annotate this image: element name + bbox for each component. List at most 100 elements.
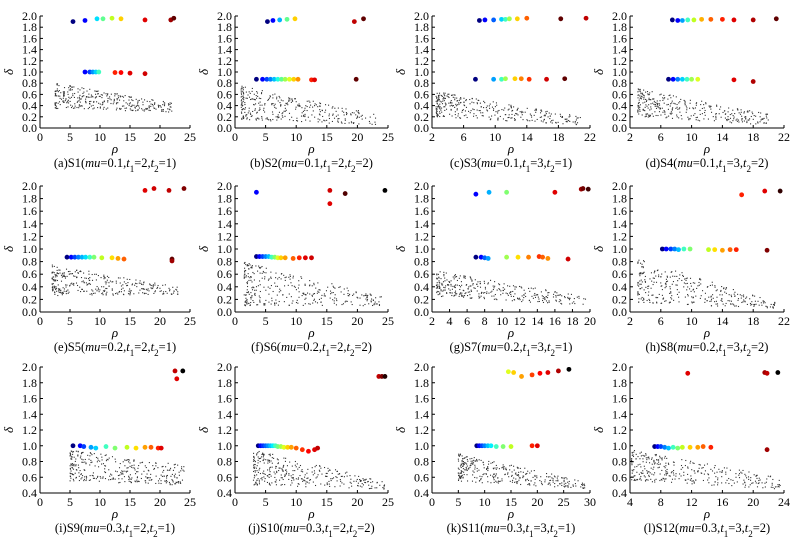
data-point [256, 111, 258, 113]
data-point [154, 291, 156, 293]
data-point [464, 275, 466, 277]
data-point [762, 302, 765, 304]
data-point [714, 301, 716, 303]
data-point [692, 282, 694, 284]
data-point [696, 102, 698, 104]
data-point [527, 120, 529, 122]
data-point [633, 451, 635, 453]
data-point [475, 98, 477, 100]
data-point [435, 287, 438, 289]
caption-part: (j)S10( [248, 521, 283, 535]
data-point [260, 97, 262, 100]
cluster-center-point [118, 70, 124, 75]
data-point [99, 460, 101, 462]
data-point [295, 478, 297, 480]
data-point [450, 280, 452, 282]
data-point [475, 481, 477, 483]
data-point [658, 111, 661, 113]
data-point [487, 283, 489, 285]
y-tick-label: 0.8 [414, 255, 429, 269]
data-point [82, 92, 84, 95]
data-point [687, 295, 689, 297]
data-point [254, 475, 256, 477]
data-point [731, 485, 733, 487]
data-point [313, 282, 315, 284]
data-point [315, 287, 317, 289]
x-tick-label: 22 [584, 130, 596, 144]
data-point [305, 481, 307, 483]
data-point [289, 99, 291, 101]
y-axis-label: δ [591, 426, 606, 433]
data-point [552, 119, 554, 121]
data-point [309, 280, 311, 282]
data-point [665, 300, 667, 302]
data-point [461, 461, 463, 463]
data-point [291, 98, 293, 100]
data-point [638, 273, 640, 275]
data-point [671, 100, 673, 102]
data-point [702, 467, 704, 469]
data-point [70, 96, 73, 98]
data-point [708, 296, 710, 298]
data-point [469, 464, 471, 467]
data-point [744, 481, 746, 483]
data-point [83, 88, 85, 90]
data-point [437, 94, 440, 97]
data-point [754, 480, 757, 482]
data-point [108, 282, 110, 284]
data-point [440, 101, 442, 103]
data-point [259, 284, 261, 286]
data-point [642, 458, 644, 460]
caption-part: 1 [724, 529, 729, 539]
data-point [474, 279, 476, 281]
data-point [63, 288, 66, 290]
data-point [183, 470, 185, 472]
cluster-center-point [689, 76, 694, 82]
data-point [463, 115, 465, 117]
data-point [138, 282, 140, 284]
data-point [81, 288, 83, 290]
data-point [637, 105, 639, 107]
data-point [353, 122, 355, 124]
data-point [75, 476, 78, 478]
data-point [661, 479, 663, 481]
x-tick-label: 30 [584, 495, 596, 509]
data-point [256, 483, 259, 485]
data-point [761, 482, 763, 484]
data-point [99, 107, 101, 109]
data-point [640, 455, 642, 457]
data-point [142, 109, 144, 111]
data-point [459, 292, 461, 294]
data-point [442, 290, 444, 292]
data-point [651, 473, 653, 475]
data-point [664, 113, 666, 115]
data-point [658, 107, 660, 109]
data-point [509, 469, 511, 471]
data-point [757, 122, 759, 124]
data-point [693, 291, 695, 293]
x-tick-label: 18 [552, 130, 564, 144]
data-point [662, 298, 664, 300]
data-point [683, 286, 685, 288]
caption-part: =1) [555, 156, 572, 170]
data-point [72, 93, 74, 95]
data-point [272, 290, 274, 293]
x-tick-label: 15 [321, 314, 333, 328]
data-point [438, 92, 441, 94]
data-point [635, 453, 637, 455]
data-point [638, 101, 640, 103]
data-point [319, 465, 321, 467]
data-point [518, 298, 520, 300]
data-point [711, 284, 713, 286]
data-point [168, 481, 171, 484]
cluster-center-point [681, 246, 687, 252]
data-point [166, 477, 168, 479]
data-point [671, 112, 673, 114]
data-point [111, 288, 113, 290]
data-point [62, 287, 64, 289]
data-point [251, 287, 253, 289]
data-point [102, 290, 105, 292]
data-point [246, 97, 248, 99]
data-point [240, 111, 243, 113]
data-point [312, 474, 314, 476]
